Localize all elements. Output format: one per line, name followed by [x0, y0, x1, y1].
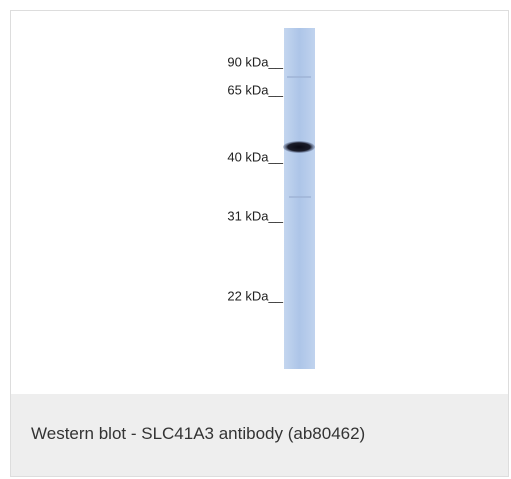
blot-image: 90 kDa__ 65 kDa__ 40 kDa__ 31 kDa__ 22 k… [11, 11, 508, 394]
caption: Western blot - SLC41A3 antibody (ab80462… [31, 424, 365, 444]
lane [284, 28, 315, 369]
marker-label: 40 kDa__ [227, 149, 283, 164]
marker-label: 90 kDa__ [227, 54, 283, 69]
figure: 90 kDa__ 65 kDa__ 40 kDa__ 31 kDa__ 22 k… [10, 10, 509, 477]
marker-label: 65 kDa__ [227, 82, 283, 97]
caption-box: Western blot - SLC41A3 antibody (ab80462… [11, 394, 508, 476]
band [283, 141, 315, 153]
page: 90 kDa__ 65 kDa__ 40 kDa__ 31 kDa__ 22 k… [0, 0, 511, 479]
blot: 90 kDa__ 65 kDa__ 40 kDa__ 31 kDa__ 22 k… [11, 11, 508, 394]
marker-label: 22 kDa__ [227, 288, 283, 303]
marker-label: 31 kDa__ [227, 208, 283, 223]
